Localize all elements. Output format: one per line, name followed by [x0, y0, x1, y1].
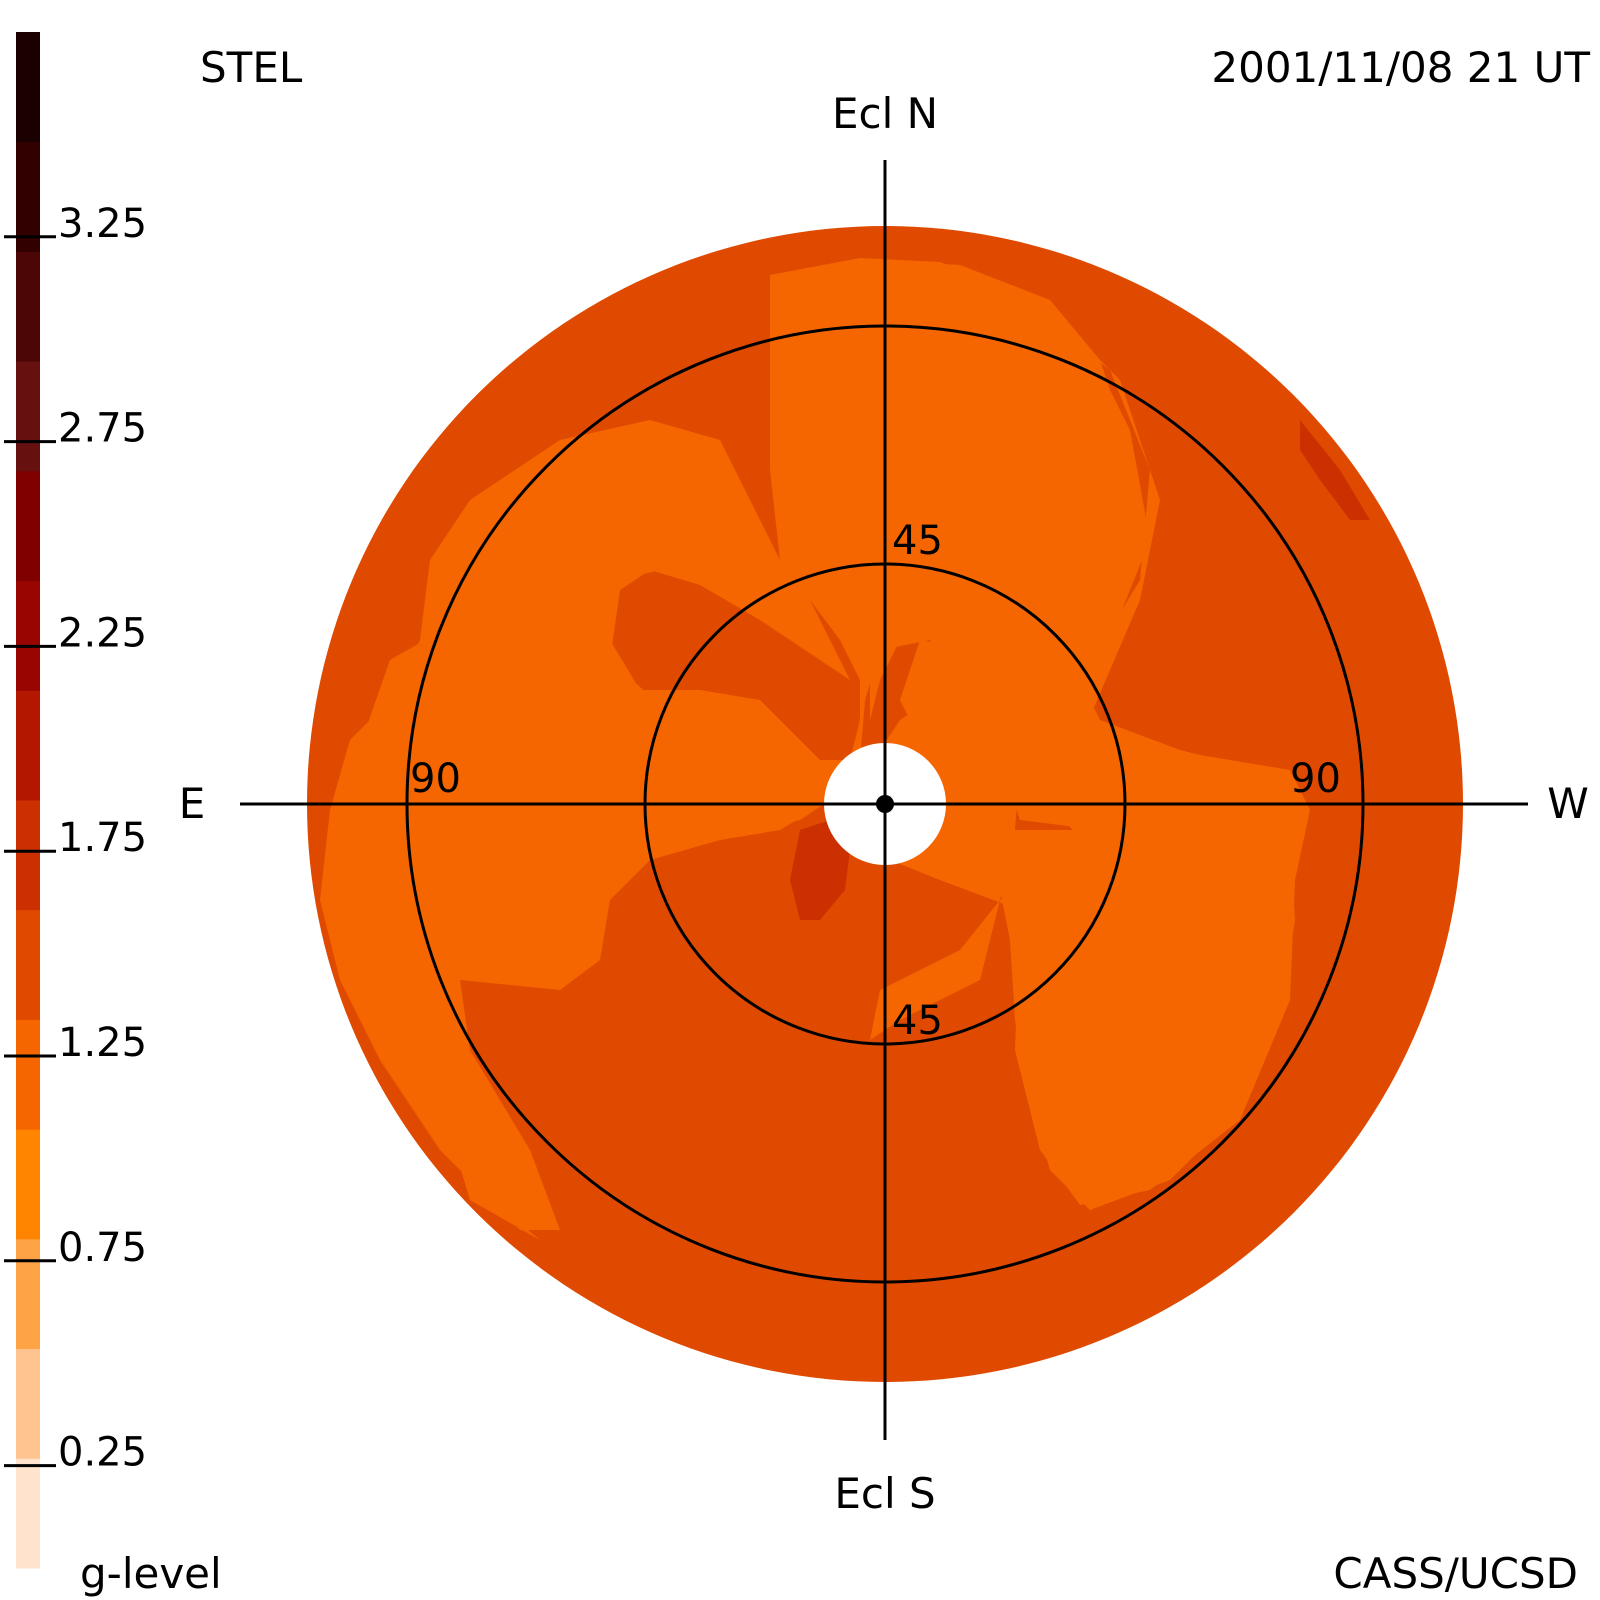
center-dot: [876, 795, 894, 813]
region-north-east-level: [870, 260, 1300, 830]
timestamp-label: 2001/11/08 21 UT: [1211, 43, 1590, 92]
ring-45-top-label: 45: [892, 518, 943, 564]
colorbar-ticks: 3.25 2.75 2.25 1.75 1.25 0.75 0.25: [4, 201, 147, 1476]
colorbar-tick-label: 3.25: [58, 201, 147, 247]
west-label: W: [1547, 779, 1589, 828]
colorbar-band: [16, 1019, 40, 1130]
colorbar-band: [16, 1458, 40, 1569]
ring-90-left-label: 90: [410, 756, 461, 802]
north-label: Ecl N: [832, 89, 938, 138]
south-label: Ecl S: [834, 1469, 935, 1518]
colorbar-band: [16, 580, 40, 691]
colorbar-band: [16, 1238, 40, 1350]
ring-90-right-label: 90: [1290, 756, 1341, 802]
colorbar-band: [16, 32, 40, 143]
east-label: E: [179, 779, 206, 828]
colorbar-tick-label: 2.25: [58, 610, 147, 656]
colorbar-band: [16, 470, 40, 582]
colorbar-tick-label: 1.25: [58, 1020, 147, 1066]
colorbar-band: [16, 141, 40, 252]
colorbar-band: [16, 909, 40, 1020]
colorbar-tick-label: 1.75: [58, 815, 147, 861]
region-rim-high-level: [1300, 420, 1370, 520]
colorbar-band: [16, 251, 40, 362]
colorbar: [16, 32, 40, 1569]
ring-45-bottom-label: 45: [892, 998, 943, 1044]
colorbar-tick-label: 2.75: [58, 406, 147, 452]
region-center-high-level: [790, 820, 850, 920]
colorbar-band: [16, 1348, 40, 1459]
colorbar-tick-label: 0.75: [58, 1225, 147, 1271]
colorbar-tick-label: 0.25: [58, 1430, 147, 1476]
skymap-disk: [240, 160, 1528, 1440]
colorbar-band: [16, 800, 40, 911]
colorbar-band: [16, 1129, 40, 1240]
instrument-label: STEL: [200, 43, 303, 92]
colorbar-band: [16, 690, 40, 801]
region-south-east-level: [1000, 830, 1295, 1210]
credit-label: CASS/UCSD: [1333, 1549, 1578, 1598]
colorbar-label: g-level: [80, 1549, 222, 1598]
colorbar-band: [16, 361, 40, 472]
